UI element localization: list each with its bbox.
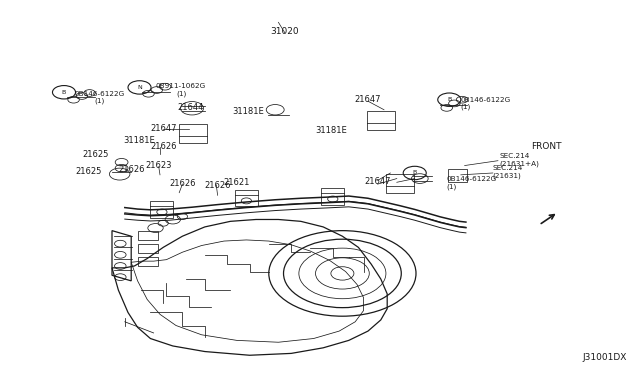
Text: 0B911-1062G
(1): 0B911-1062G (1) [156, 83, 206, 97]
Text: 21625: 21625 [83, 150, 109, 159]
Text: 21647: 21647 [150, 124, 177, 133]
Text: 31020: 31020 [271, 27, 299, 36]
Text: 31181E: 31181E [232, 107, 264, 116]
Text: B: B [413, 170, 417, 176]
Text: J31001DX: J31001DX [583, 353, 627, 362]
Text: 21647: 21647 [364, 177, 391, 186]
Text: 0B146-6122G
(1): 0B146-6122G (1) [74, 91, 124, 104]
Bar [138, 257, 158, 266]
Text: 0B146-6122G
(1): 0B146-6122G (1) [461, 97, 511, 110]
Text: SEC.214
(21631): SEC.214 (21631) [493, 165, 523, 179]
Text: 21626: 21626 [204, 182, 231, 190]
Text: 21647: 21647 [355, 95, 381, 104]
Bar [321, 188, 344, 205]
Text: B: B [62, 90, 66, 95]
Text: 21626: 21626 [118, 165, 145, 174]
Text: B: B [447, 97, 451, 102]
Bar [235, 190, 258, 206]
Text: SEC.214
(21631+A): SEC.214 (21631+A) [499, 153, 539, 167]
Text: 0B146-6122G
(1): 0B146-6122G (1) [447, 176, 497, 190]
Bar [138, 231, 158, 240]
Text: 31181E: 31181E [124, 136, 156, 145]
Text: 21625: 21625 [75, 167, 102, 176]
Bar [367, 111, 395, 130]
Text: FRONT: FRONT [531, 142, 562, 151]
Text: 21644: 21644 [177, 103, 204, 112]
Bar [138, 244, 158, 253]
Text: N: N [137, 85, 142, 90]
Bar [179, 124, 207, 143]
Text: 21626: 21626 [150, 142, 177, 151]
Text: 21626: 21626 [169, 179, 196, 187]
Bar [386, 174, 414, 193]
Text: 21623: 21623 [145, 161, 172, 170]
Text: 31181E: 31181E [316, 126, 348, 135]
Bar [150, 201, 173, 218]
Text: 21621: 21621 [223, 178, 250, 187]
